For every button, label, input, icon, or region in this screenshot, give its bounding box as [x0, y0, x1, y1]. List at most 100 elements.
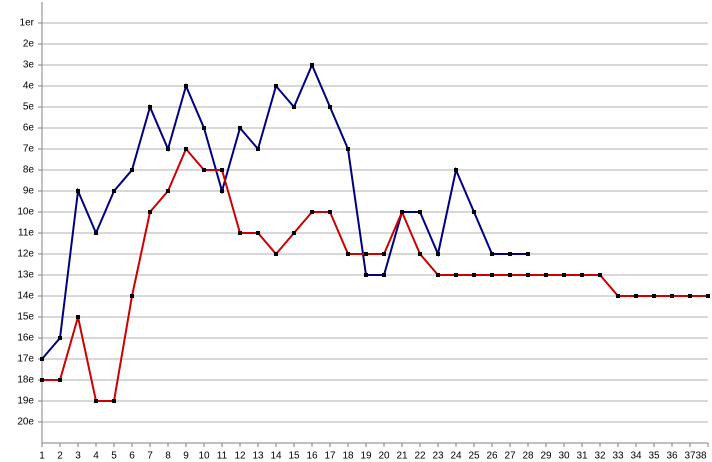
- point-marker: [490, 273, 494, 277]
- point-marker: [274, 252, 278, 256]
- point-marker: [94, 399, 98, 403]
- point-marker: [688, 294, 692, 298]
- x-tick-label: 14: [270, 451, 282, 462]
- y-tick-label: 13e: [17, 270, 34, 281]
- point-marker: [436, 273, 440, 277]
- point-marker: [130, 168, 134, 172]
- point-marker: [634, 294, 638, 298]
- x-tick-label: 3: [75, 451, 81, 462]
- x-tick-label: 21: [396, 451, 408, 462]
- x-tick-label: 24: [450, 451, 462, 462]
- y-tick-label: 14e: [17, 291, 34, 302]
- point-marker: [382, 252, 386, 256]
- point-marker: [112, 399, 116, 403]
- point-marker: [526, 273, 530, 277]
- y-tick-label: 4e: [23, 81, 35, 92]
- x-tick-label: 1: [39, 451, 45, 462]
- point-marker: [544, 273, 548, 277]
- x-tick-label: 20: [378, 451, 390, 462]
- x-tick-label: 35: [648, 451, 660, 462]
- y-tick-label: 10e: [17, 207, 34, 218]
- x-tick-label: 23: [432, 451, 444, 462]
- x-tick-label: 12: [234, 451, 246, 462]
- point-marker: [436, 252, 440, 256]
- point-marker: [130, 294, 134, 298]
- y-tick-label: 15e: [17, 312, 34, 323]
- point-marker: [598, 273, 602, 277]
- point-marker: [382, 273, 386, 277]
- y-tick-label: 17e: [17, 354, 34, 365]
- y-tick-label: 9e: [23, 186, 35, 197]
- point-marker: [508, 252, 512, 256]
- point-marker: [274, 84, 278, 88]
- point-marker: [112, 189, 116, 193]
- point-marker: [58, 378, 62, 382]
- x-tick-label: 31: [576, 451, 588, 462]
- point-marker: [40, 378, 44, 382]
- y-tick-label: 19e: [17, 396, 34, 407]
- x-tick-label: 19: [360, 451, 372, 462]
- point-marker: [580, 273, 584, 277]
- series-line: [41, 62, 528, 360]
- point-marker: [76, 189, 80, 193]
- x-tick-label: 29: [540, 451, 552, 462]
- x-tick-label: 7: [147, 451, 153, 462]
- x-tick-label: 28: [522, 451, 534, 462]
- x-tick-label: 2: [57, 451, 63, 462]
- y-tick-label: 2e: [23, 39, 35, 50]
- point-marker: [166, 147, 170, 151]
- point-marker: [526, 252, 530, 256]
- point-marker: [58, 336, 62, 340]
- point-marker: [256, 147, 260, 151]
- y-tick-label: 7e: [23, 144, 35, 155]
- x-tick-label: 16: [306, 451, 318, 462]
- series-line: [42, 147, 708, 402]
- point-marker: [472, 210, 476, 214]
- point-marker: [292, 231, 296, 235]
- y-tick-label: 3e: [23, 60, 35, 71]
- point-marker: [184, 84, 188, 88]
- point-marker: [328, 210, 332, 214]
- x-tick-label: 6: [129, 451, 135, 462]
- point-marker: [292, 105, 296, 109]
- x-tick-label: 9: [183, 451, 189, 462]
- x-tick-label: 26: [486, 451, 498, 462]
- point-marker: [148, 105, 152, 109]
- y-tick-label: 8e: [23, 165, 35, 176]
- point-marker: [652, 294, 656, 298]
- x-tick-label: 13: [252, 451, 264, 462]
- point-marker: [490, 252, 494, 256]
- x-tick-label: 8: [165, 451, 171, 462]
- point-marker: [328, 105, 332, 109]
- point-marker: [418, 252, 422, 256]
- x-tick-label: 5: [111, 451, 117, 462]
- y-tick-label: 16e: [17, 333, 34, 344]
- x-tick-label: 36: [666, 451, 678, 462]
- x-tick-label: 17: [324, 451, 336, 462]
- point-marker: [256, 231, 260, 235]
- x-tick-label: 18: [342, 451, 354, 462]
- point-marker: [238, 231, 242, 235]
- point-marker: [562, 273, 566, 277]
- point-marker: [454, 168, 458, 172]
- point-marker: [364, 252, 368, 256]
- point-marker: [166, 189, 170, 193]
- x-tick-label: 33: [612, 451, 624, 462]
- x-tick-label: 32: [594, 451, 606, 462]
- y-tick-label: 18e: [17, 375, 34, 386]
- point-marker: [616, 294, 620, 298]
- x-tick-label: 34: [630, 451, 642, 462]
- y-tick-label: 11e: [18, 228, 34, 239]
- y-tick-label: 20e: [17, 417, 34, 428]
- point-marker: [346, 252, 350, 256]
- x-tick-label: 10: [198, 451, 210, 462]
- x-tick-label: 38: [695, 451, 707, 462]
- point-marker: [220, 168, 224, 172]
- point-marker: [40, 357, 44, 361]
- point-marker: [454, 273, 458, 277]
- point-marker: [364, 273, 368, 277]
- y-tick-label: 12e: [17, 249, 34, 260]
- y-tick-label: 1er: [20, 18, 35, 29]
